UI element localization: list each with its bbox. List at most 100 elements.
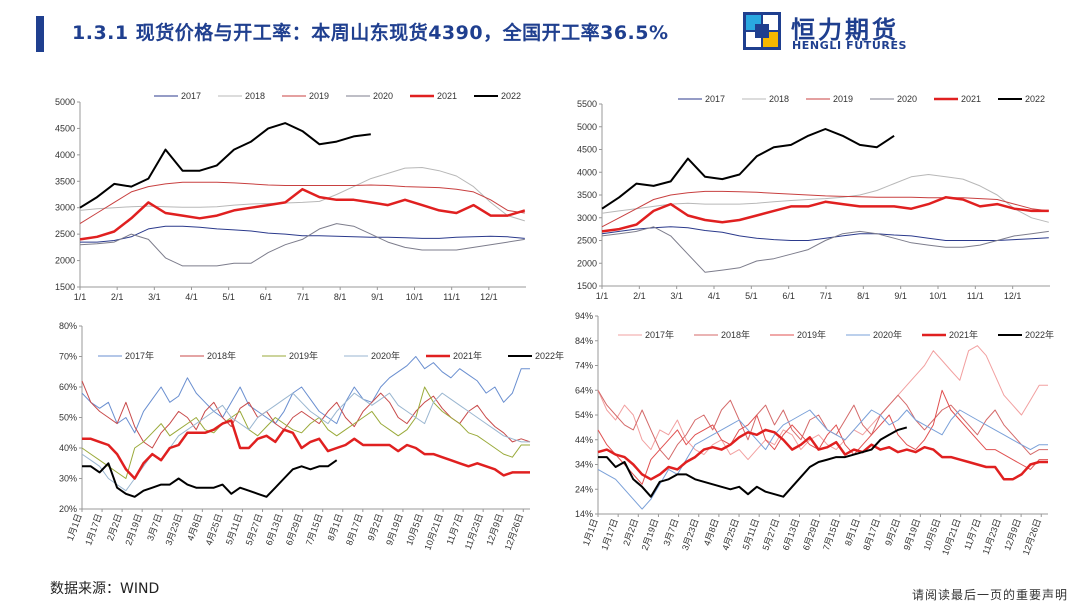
- y-tick-label: 24%: [575, 484, 593, 494]
- y-tick-label: 80%: [59, 321, 77, 331]
- x-tick-label: 3/1: [148, 292, 161, 302]
- x-tick-label: 1/1: [74, 292, 87, 302]
- logo-chinese-text: 恒力期货: [791, 16, 899, 44]
- legend-label: 2019年: [289, 350, 318, 361]
- y-tick-label: 74%: [575, 361, 593, 371]
- x-tick-label: 8月1日: [843, 517, 862, 547]
- x-tick-label: 8月1日: [326, 512, 345, 542]
- y-tick-label: 64%: [575, 385, 593, 395]
- x-tick-label: 3月23日: [680, 517, 701, 551]
- x-tick-label: 9月19日: [902, 517, 923, 551]
- x-tick-label: 9月2日: [883, 517, 902, 547]
- series-line-2017: [601, 226, 1049, 241]
- x-tick-label: 2月19日: [123, 512, 144, 546]
- series-line-2019年: [81, 386, 530, 479]
- chart-price-right-svg: 1500 2000 2500 3000 3500 4000 4500 5000 5500 1/1 2…: [577, 94, 1050, 301]
- x-tick-label: 7/1: [820, 291, 833, 301]
- x-tick-label: 3月7日: [145, 512, 164, 542]
- y-tick-label: 2000: [55, 256, 75, 266]
- y-tick-label: 54%: [575, 410, 593, 420]
- series-line-2017: [80, 225, 525, 243]
- x-tick-label: 9月19日: [384, 512, 405, 546]
- page-title: 1.3.1 现货价格与开工率：本周山东现货4390，全国开工率36.5%: [72, 22, 669, 44]
- x-tick-label: 12/1: [1004, 291, 1022, 301]
- legend-label: 2017: [705, 94, 725, 104]
- y-tick-label: 4000: [55, 150, 75, 160]
- series-line-2021: [79, 187, 526, 241]
- x-tick-label: 12月9日: [484, 512, 505, 546]
- x-tick-label: 2月2日: [105, 512, 124, 542]
- series-line-2021年: [597, 428, 1048, 481]
- series-line-2019: [79, 181, 525, 225]
- y-tick-label: 50%: [59, 413, 77, 423]
- x-tick-label: 1月17日: [599, 517, 620, 551]
- chart-rate-right: 14% 24% 34% 44% 54% 64% 74% 84% 94% 1月1日 1月17日 2月2日…: [560, 308, 1065, 573]
- x-tick-label: 11/1: [443, 292, 460, 302]
- x-tick-label: 6/1: [782, 291, 795, 301]
- x-tick-label: 8月17日: [861, 517, 882, 551]
- x-tick-label: 2月19日: [640, 517, 661, 551]
- y-tick-label: 4000: [577, 167, 597, 177]
- series-line-2017年: [597, 345, 1048, 461]
- x-tick-label: 1月17日: [83, 512, 104, 546]
- x-tick-label: 6月29日: [801, 517, 822, 551]
- x-tick-label: 12月26日: [503, 512, 525, 551]
- chart-price-right: 1500 2000 2500 3000 3500 4000 4500 5000 5500 1/1 2…: [560, 88, 1065, 308]
- series-line-2020年: [597, 409, 1048, 510]
- x-tick-label: 7月15日: [304, 512, 325, 546]
- x-tick-label: 10/1: [929, 291, 947, 301]
- y-tick-label: 3500: [577, 190, 597, 200]
- y-tick-label: 2500: [577, 236, 597, 246]
- header-accent-bar: [36, 16, 44, 52]
- series-line-2018: [601, 174, 1049, 223]
- legend-label: 2019年: [797, 329, 826, 340]
- x-tick-label: 1/1: [596, 291, 609, 301]
- legend-label: 2020年: [371, 350, 400, 361]
- data-source: 数据来源：WIND: [50, 581, 160, 597]
- y-tick-label: 44%: [575, 435, 593, 445]
- y-tick-label: 1500: [577, 281, 597, 291]
- x-tick-label: 1月1日: [581, 517, 600, 547]
- x-tick-label: 5月11日: [224, 512, 244, 546]
- legend-label: 2022年: [1025, 329, 1054, 340]
- x-tick-label: 10月5日: [922, 517, 943, 551]
- series-line-2018年: [81, 380, 531, 449]
- x-tick-label: 5月27日: [244, 512, 265, 546]
- legend-label: 2018: [245, 91, 265, 101]
- chart-rate-left-svg: 20%30%40%50%60%70%80%1月1日 1月17日 2月2日 2月19日 3…: [59, 321, 564, 551]
- y-tick-label: 30%: [59, 474, 77, 484]
- legend-label: 2017: [181, 91, 201, 101]
- y-tick-label: 5000: [55, 97, 75, 107]
- series-line-2020: [79, 223, 525, 267]
- x-tick-label: 3/1: [670, 291, 683, 301]
- x-tick-label: 3月23日: [163, 512, 184, 546]
- x-tick-label: 3月7日: [661, 517, 680, 547]
- series-line-2021年: [82, 419, 530, 480]
- legend-label: 2020: [373, 91, 393, 101]
- x-tick-label: 10/1: [406, 292, 424, 302]
- legend-label: 2018: [769, 94, 789, 104]
- x-tick-label: 2/1: [111, 292, 124, 302]
- series-line-2022: [79, 122, 371, 209]
- chart-price-left: 1500 2000 2500 3000 3500 4000 4500 5000 1/1 2/1 3/…: [42, 88, 542, 308]
- y-tick-label: 3000: [577, 213, 597, 223]
- x-tick-label: 5月27日: [761, 517, 782, 551]
- legend-label: 2021年: [453, 350, 482, 361]
- legend-label: 2018年: [721, 329, 750, 340]
- y-tick-label: 4500: [55, 123, 75, 133]
- y-tick-label: 20%: [59, 504, 77, 514]
- x-tick-label: 12/1: [480, 292, 498, 302]
- x-tick-label: 4月25日: [204, 512, 225, 546]
- x-tick-label: 12月9日: [1002, 517, 1023, 551]
- series-line-2019年: [597, 389, 1048, 485]
- series-line-2020: [601, 226, 1049, 273]
- y-tick-label: 84%: [575, 336, 593, 346]
- y-tick-label: 3500: [55, 176, 75, 186]
- legend-label: 2021: [961, 94, 981, 104]
- series-line-2020年: [81, 392, 530, 492]
- legend-label: 2017年: [645, 329, 674, 340]
- company-logo: 恒力期货 HENGLI FUTURES: [743, 10, 923, 54]
- legend-label: 2022年: [535, 350, 564, 361]
- y-tick-label: 94%: [575, 311, 593, 321]
- x-tick-label: 2/1: [633, 291, 646, 301]
